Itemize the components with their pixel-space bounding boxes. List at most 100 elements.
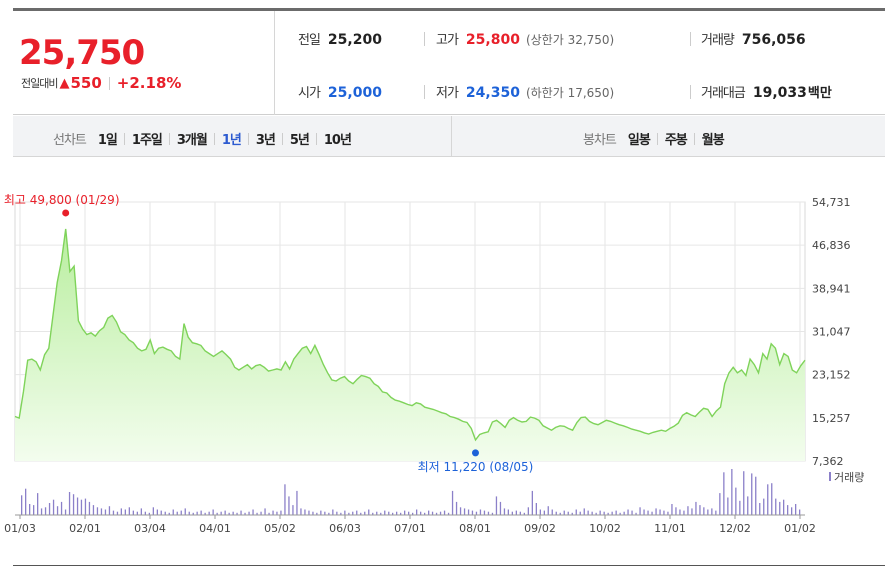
volume-label: 거래량 bbox=[701, 33, 735, 48]
quote-panel: 25,750 전일대비 ▲ 550 +2.18% 전일 25,200 고가 25… bbox=[13, 11, 885, 115]
volume-bar bbox=[180, 510, 182, 515]
volume-bar bbox=[308, 510, 310, 515]
volume-bar bbox=[679, 509, 681, 515]
volume-bar bbox=[224, 510, 226, 515]
period-5y[interactable]: 5년 bbox=[289, 133, 310, 148]
volume-bar bbox=[475, 511, 478, 515]
volume-bar bbox=[579, 511, 581, 515]
volume-bar bbox=[467, 509, 470, 515]
volume-bar bbox=[340, 512, 342, 515]
volume-bar bbox=[244, 512, 246, 515]
candle-weekly[interactable]: 주봉 bbox=[664, 133, 688, 148]
candle-daily[interactable]: 일봉 bbox=[627, 133, 651, 148]
volume-bar bbox=[507, 509, 509, 515]
line-chart-periods: 선차트 1일 1주일 3개월 1년 3년 5년 10년 bbox=[53, 129, 352, 148]
volume-bar bbox=[487, 511, 490, 515]
volume-bar bbox=[663, 510, 665, 515]
volume-bar bbox=[80, 499, 83, 515]
volume-bar bbox=[288, 496, 290, 515]
volume-bar bbox=[539, 509, 541, 515]
volume-bar bbox=[699, 505, 701, 515]
volume-bar bbox=[332, 509, 334, 515]
price-chart: 최고 49,800 (01/29) 최저 11,220 (08/05) 54,73… bbox=[0, 160, 885, 560]
volume-bar bbox=[260, 511, 262, 515]
volume-bar bbox=[547, 506, 549, 515]
candle-separator bbox=[656, 132, 658, 145]
volume-bar bbox=[140, 508, 142, 515]
y-tick-label: 38,941 bbox=[812, 282, 851, 295]
volume-bar bbox=[408, 511, 410, 515]
high-value: 25,800 bbox=[465, 32, 520, 48]
period-1d[interactable]: 1일 bbox=[97, 133, 118, 148]
volume-bar bbox=[336, 511, 338, 515]
volume-bar bbox=[136, 511, 138, 515]
price-area bbox=[14, 228, 806, 461]
volume-bar bbox=[48, 503, 51, 515]
volume-bar bbox=[388, 511, 390, 515]
period-3m[interactable]: 3개월 bbox=[176, 133, 208, 148]
volume-bar bbox=[779, 501, 781, 515]
volume-bar bbox=[711, 508, 713, 515]
volume-bar bbox=[208, 511, 210, 515]
volume-bar bbox=[176, 511, 178, 515]
volume-legend-swatch bbox=[829, 472, 831, 481]
volume-bar bbox=[160, 510, 162, 515]
volume-bar bbox=[667, 511, 669, 515]
volume-bar bbox=[523, 512, 525, 515]
period-3y[interactable]: 3년 bbox=[255, 133, 276, 148]
volume-bar bbox=[727, 497, 729, 515]
volume-bar bbox=[68, 492, 71, 515]
volume-bar bbox=[384, 510, 386, 515]
volume-bar bbox=[368, 509, 370, 515]
volume-bar bbox=[643, 509, 645, 515]
volume-bar bbox=[40, 508, 43, 515]
candle-monthly[interactable]: 월봉 bbox=[701, 133, 725, 148]
volume-bar bbox=[300, 508, 302, 515]
stat-divider bbox=[690, 85, 691, 99]
volume-bars bbox=[15, 469, 805, 516]
candle-chart-periods: 봉차트 일봉 주봉 월봉 bbox=[583, 129, 725, 148]
top-border bbox=[13, 8, 885, 11]
volume-bar bbox=[256, 512, 258, 515]
volume-stat: 거래량 756,056 bbox=[701, 29, 806, 48]
volume-bar bbox=[400, 512, 402, 515]
high-marker-label: 최고 49,800 (01/29) bbox=[4, 193, 120, 207]
volume-bar bbox=[611, 511, 613, 515]
volume-bar bbox=[380, 512, 382, 515]
stat-divider bbox=[424, 85, 425, 99]
volume-bar bbox=[232, 511, 234, 515]
volume-bar bbox=[739, 500, 741, 515]
period-1y[interactable]: 1년 bbox=[221, 133, 242, 148]
volume-bar bbox=[220, 511, 222, 515]
y-tick-label: 23,152 bbox=[812, 369, 851, 382]
volume-bar bbox=[515, 510, 517, 515]
price-chart-svg: 최고 49,800 (01/29) 최저 11,220 (08/05) 54,73… bbox=[4, 193, 865, 535]
amount-label: 거래대금 bbox=[701, 86, 746, 101]
amount-stat: 거래대금 19,033 백만 bbox=[701, 82, 832, 101]
volume-bar bbox=[599, 510, 601, 515]
price-area-fill bbox=[15, 229, 805, 461]
period-1w[interactable]: 1주일 bbox=[131, 133, 163, 148]
volume-bar bbox=[184, 508, 186, 515]
volume-bar bbox=[420, 511, 422, 515]
volume-bar bbox=[428, 510, 430, 515]
stat-divider bbox=[424, 32, 425, 46]
volume-bar bbox=[659, 509, 661, 515]
volume-bar bbox=[264, 508, 266, 515]
candle-chart-title[interactable]: 봉차트 bbox=[583, 133, 617, 148]
volume-bar bbox=[404, 510, 406, 515]
volume-bar bbox=[543, 510, 545, 515]
volume-bar bbox=[296, 490, 298, 515]
open-label: 시가 bbox=[298, 86, 321, 101]
period-10y[interactable]: 10년 bbox=[323, 133, 352, 148]
volume-bar bbox=[459, 507, 462, 515]
period-separator bbox=[213, 132, 215, 145]
current-price: 25,750 bbox=[19, 33, 145, 73]
volume-bar bbox=[583, 508, 585, 515]
line-chart-title[interactable]: 선차트 bbox=[53, 133, 87, 148]
volume-bar bbox=[360, 512, 362, 515]
volume-bar bbox=[128, 507, 130, 515]
upper-limit: (상한가 32,750) bbox=[525, 33, 615, 47]
volume-bar bbox=[671, 504, 673, 515]
x-tick-label: 12/02 bbox=[719, 522, 751, 535]
